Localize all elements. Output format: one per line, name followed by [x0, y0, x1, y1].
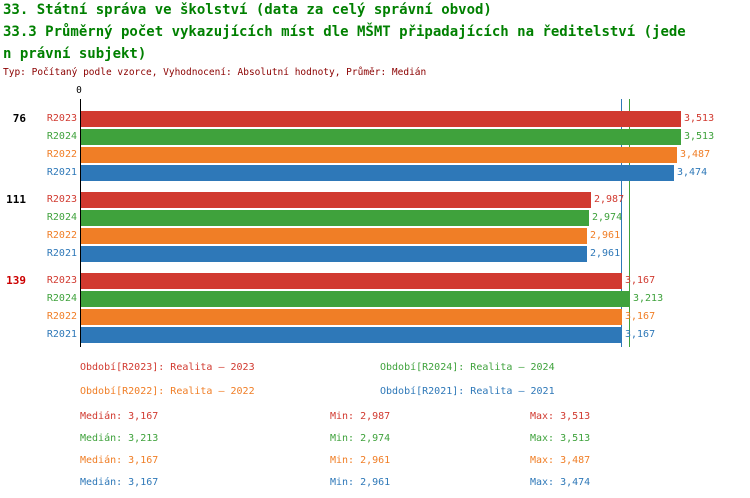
value-label-r2022-group-139: 3,167: [625, 311, 656, 322]
bar-r2021-group-76: [81, 165, 674, 181]
chart-meta-line: Typ: Počítaný podle vzorce, Vyhodnocení:…: [3, 67, 427, 78]
median-line-2: [629, 99, 630, 347]
bar-r2023-group-139: [81, 273, 622, 289]
value-label-r2023-group-76: 3,513: [684, 113, 715, 124]
chart-title-line3: n právní subjekt): [3, 46, 147, 62]
value-label-r2022-group-76: 3,487: [680, 149, 711, 160]
value-label-r2024-group-111: 2,974: [592, 212, 623, 223]
stat-median-r2021: Medián: 3,167: [80, 477, 159, 488]
y-axis-line: [80, 99, 81, 347]
series-label-r2021-group-139: R2021: [46, 329, 77, 340]
series-label-r2024-group-139: R2024: [46, 293, 77, 304]
chart-title-line2: 33.3 Průměrný počet vykazujících míst dl…: [3, 24, 686, 40]
chart-title-line1: 33. Státní správa ve školství (data za c…: [3, 2, 492, 18]
series-label-r2022-group-111: R2022: [46, 230, 77, 241]
series-label-r2022-group-76: R2022: [46, 149, 77, 160]
series-label-r2021-group-76: R2021: [46, 167, 77, 178]
value-label-r2023-group-139: 3,167: [625, 275, 656, 286]
stat-min-r2022: Min: 2,961: [330, 455, 391, 466]
group-label-111: 111: [6, 193, 26, 206]
group-label-139: 139: [6, 274, 26, 287]
stat-max-r2023: Max: 3,513: [530, 411, 591, 422]
legend-item-r2024: Období[R2024]: Realita – 2024: [380, 362, 555, 373]
stat-min-r2021: Min: 2,961: [330, 477, 391, 488]
value-label-r2024-group-139: 3,213: [633, 293, 664, 304]
legend-item-r2023: Období[R2023]: Realita – 2023: [80, 362, 255, 373]
stat-median-r2024: Medián: 3,213: [80, 433, 159, 444]
stat-max-r2022: Max: 3,487: [530, 455, 591, 466]
bar-r2023-group-111: [81, 192, 591, 208]
group-label-76: 76: [12, 112, 26, 125]
series-label-r2024-group-111: R2024: [46, 212, 77, 223]
value-label-r2021-group-76: 3,474: [677, 167, 708, 178]
series-label-r2023-group-139: R2023: [46, 275, 77, 286]
series-label-r2022-group-139: R2022: [46, 311, 77, 322]
legend-item-r2022: Období[R2022]: Realita – 2022: [80, 386, 255, 397]
series-label-r2023-group-76: R2023: [46, 113, 77, 124]
value-label-r2023-group-111: 2,987: [594, 194, 625, 205]
axis-origin-label: 0: [76, 85, 82, 96]
stat-median-r2022: Medián: 3,167: [80, 455, 159, 466]
value-label-r2021-group-139: 3,167: [625, 329, 656, 340]
series-label-r2024-group-76: R2024: [46, 131, 77, 142]
bar-r2022-group-111: [81, 228, 587, 244]
bar-r2021-group-111: [81, 246, 587, 262]
series-label-r2023-group-111: R2023: [46, 194, 77, 205]
value-label-r2024-group-76: 3,513: [684, 131, 715, 142]
stat-min-r2024: Min: 2,974: [330, 433, 391, 444]
bar-r2022-group-76: [81, 147, 677, 163]
stat-min-r2023: Min: 2,987: [330, 411, 391, 422]
bar-r2022-group-139: [81, 309, 622, 325]
stat-median-r2023: Medián: 3,167: [80, 411, 159, 422]
bar-r2024-group-111: [81, 210, 589, 226]
value-label-r2021-group-111: 2,961: [590, 248, 621, 259]
value-label-r2022-group-111: 2,961: [590, 230, 621, 241]
bar-r2024-group-76: [81, 129, 681, 145]
series-label-r2021-group-111: R2021: [46, 248, 77, 259]
stat-max-r2021: Max: 3,474: [530, 477, 591, 488]
bar-r2023-group-76: [81, 111, 681, 127]
bar-r2021-group-139: [81, 327, 622, 343]
legend-item-r2021: Období[R2021]: Realita – 2021: [380, 386, 555, 397]
median-line-1: [621, 99, 622, 347]
bar-r2024-group-139: [81, 291, 630, 307]
stat-max-r2024: Max: 3,513: [530, 433, 591, 444]
